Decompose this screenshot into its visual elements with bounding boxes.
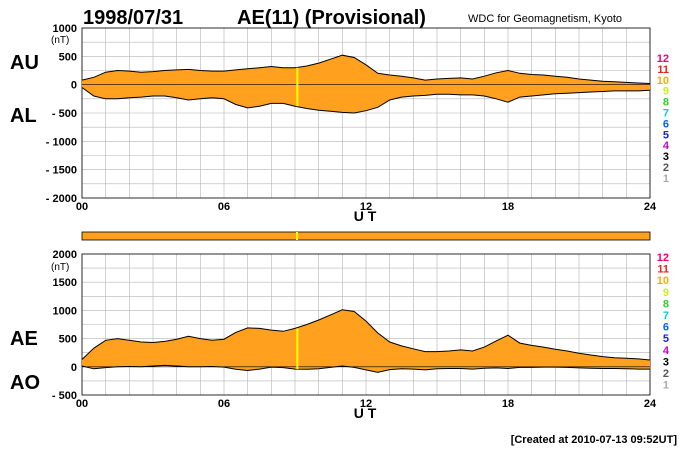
x-tick-label: 00 <box>76 398 88 410</box>
y-tick-label: 0 <box>71 80 77 92</box>
ae-ao-x-ticks: 00 06 12 18 24 <box>76 398 657 410</box>
station-legend-item: 9 <box>663 287 669 299</box>
station-legend-item: 3 <box>663 151 669 163</box>
x-tick-label: 06 <box>218 398 230 410</box>
y-tick-label: 500 <box>59 51 77 63</box>
plot-frame <box>81 27 651 199</box>
station-legend-item: 2 <box>663 162 669 174</box>
x-tick-label: 12 <box>360 398 372 410</box>
ae-ao-y-ticks: 2000 1500 1000 500 0 - 500 <box>52 249 77 402</box>
y-tick-label: - 1000 <box>46 136 77 148</box>
station-legend-item: 4 <box>663 345 670 357</box>
y-tick-label: 2000 <box>53 249 77 261</box>
station-legend-item: 2 <box>663 368 669 380</box>
station-legend-item: 10 <box>657 75 669 87</box>
al-label: AL <box>10 105 37 127</box>
y-tick-label: - 2000 <box>46 193 77 205</box>
ao-label: AO <box>10 372 40 394</box>
station-legend-item: 1 <box>663 173 669 185</box>
au-label: AU <box>10 52 39 74</box>
station-legend-item: 11 <box>657 64 669 76</box>
series-line-au <box>81 54 651 84</box>
station-legend-item: 12 <box>657 252 669 264</box>
y-tick-label: 1000 <box>53 305 77 317</box>
y-tick-label: - 500 <box>52 390 77 402</box>
y-tick-label: - 1500 <box>46 165 77 177</box>
station-legend-item: 6 <box>663 118 669 130</box>
ae-ao-unit: (nT) <box>51 262 69 273</box>
x-tick-label: 06 <box>218 201 230 213</box>
ae-ao-area <box>81 309 651 373</box>
series-line-ae <box>81 309 651 361</box>
ae-ao-xlabel: U T <box>354 405 377 421</box>
station-legend-item: 9 <box>663 86 669 98</box>
au-al-panel: 1000 500 0 - 500 - 1000 - 1500 - 2000 00 06 12 18… <box>10 23 657 224</box>
y-tick-label: 0 <box>71 362 77 374</box>
station-legend-item: 11 <box>657 264 669 276</box>
y-tick-label: - 500 <box>52 108 77 120</box>
x-tick-label: 18 <box>502 201 514 213</box>
x-tick-label: 24 <box>644 201 657 213</box>
data-source: WDC for Geomagnetism, Kyoto <box>468 13 622 25</box>
data-coverage-bar <box>81 231 651 241</box>
station-legend-item: 7 <box>663 108 669 120</box>
x-tick-label: 18 <box>502 398 514 410</box>
area-fill <box>82 309 650 373</box>
au-al-area <box>81 54 651 114</box>
x-tick-label: 00 <box>76 201 88 213</box>
ae-label: AE <box>10 328 38 350</box>
station-legend-item: 6 <box>663 322 669 334</box>
x-tick-label: 12 <box>360 201 372 213</box>
y-tick-label: 1000 <box>53 23 77 35</box>
station-legend-item: 7 <box>663 310 669 322</box>
plot-date: 1998/07/31 <box>83 7 183 29</box>
station-legend-item: 12 <box>657 53 669 65</box>
y-tick-label: 1500 <box>53 277 77 289</box>
station-legend-item: 1 <box>663 380 669 392</box>
au-al-grid <box>81 27 651 199</box>
y-tick-label: 500 <box>59 334 77 346</box>
au-al-x-ticks: 00 06 12 18 24 <box>76 201 657 213</box>
plot-title: AE(11) (Provisional) <box>237 7 426 29</box>
data-coverage-marker <box>296 232 298 240</box>
au-al-y-ticks: 1000 500 0 - 500 - 1000 - 1500 - 2000 <box>46 23 77 205</box>
station-legend-item: 8 <box>663 298 669 310</box>
created-timestamp: [Created at 2010-07-13 09:52UT] <box>511 434 678 446</box>
au-al-xlabel: U T <box>354 208 377 224</box>
au-al-unit: (nT) <box>51 35 69 46</box>
ae-ao-panel: 2000 1500 1000 500 0 - 500 00 06 12 18 24 AE AO (… <box>10 249 657 421</box>
x-tick-label: 24 <box>644 398 657 410</box>
station-legend-item: 4 <box>663 140 670 152</box>
plot-frame <box>81 253 651 396</box>
station-legend-item: 5 <box>663 129 669 141</box>
series-line-ao <box>81 364 650 373</box>
series-line-al <box>81 87 651 114</box>
station-legend-item: 8 <box>663 97 669 109</box>
station-legend-item: 3 <box>663 356 669 368</box>
station-legend-item: 10 <box>657 275 669 287</box>
station-legend-item: 5 <box>663 333 669 345</box>
